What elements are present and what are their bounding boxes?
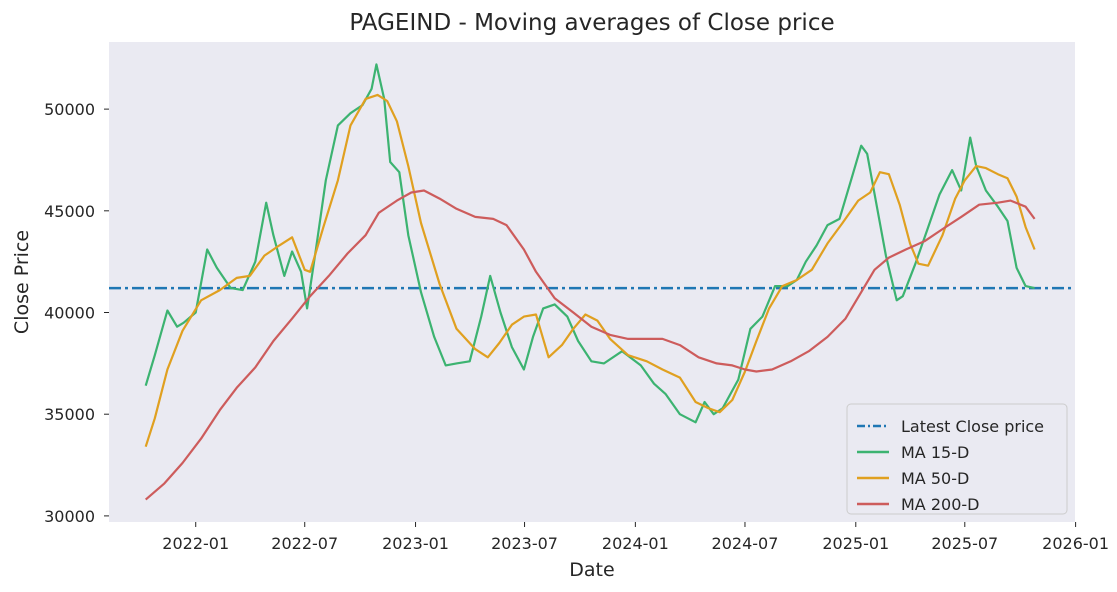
legend-box (846, 403, 1068, 515)
y-tick-label: 35000 (44, 405, 95, 424)
x-axis-title: Date (569, 559, 614, 581)
y-tick-label: 40000 (44, 304, 95, 323)
y-axis-ticks: 30000 35000 40000 45000 50000 (44, 100, 109, 526)
x-tick-label: 2023-01 (382, 534, 449, 553)
y-axis-title: Close Price (11, 230, 33, 334)
x-tick-label: 2022-01 (162, 534, 229, 553)
x-tick-label: 2026-01 (1042, 534, 1109, 553)
x-tick-label: 2025-07 (931, 534, 998, 553)
legend-label-ma-200: MA 200-D (901, 495, 979, 514)
ma-50-line (144, 93, 1036, 448)
y-tick-label: 45000 (44, 202, 95, 221)
legend-label-ma-15: MA 15-D (901, 443, 969, 462)
legend-label-latest-close: Latest Close price (901, 417, 1044, 436)
series-lines (109, 63, 1075, 501)
y-tick-label: 30000 (44, 507, 95, 526)
x-tick-label: 2023-07 (491, 534, 558, 553)
x-axis-ticks: 2022-01 2022-07 2023-01 2023-07 2024-01 2024-… (162, 522, 1109, 553)
legend: Latest Close price MA 15-D MA 50-D MA 20… (846, 403, 1068, 515)
x-tick-label: 2024-07 (712, 534, 779, 553)
x-tick-label: 2024-01 (602, 534, 669, 553)
ma-200-line (144, 189, 1036, 501)
chart-title: PAGEIND - Moving averages of Close price (349, 10, 834, 36)
x-tick-label: 2025-01 (822, 534, 889, 553)
x-tick-label: 2022-07 (271, 534, 338, 553)
legend-label-ma-50: MA 50-D (901, 469, 969, 488)
y-tick-label: 50000 (44, 100, 95, 119)
